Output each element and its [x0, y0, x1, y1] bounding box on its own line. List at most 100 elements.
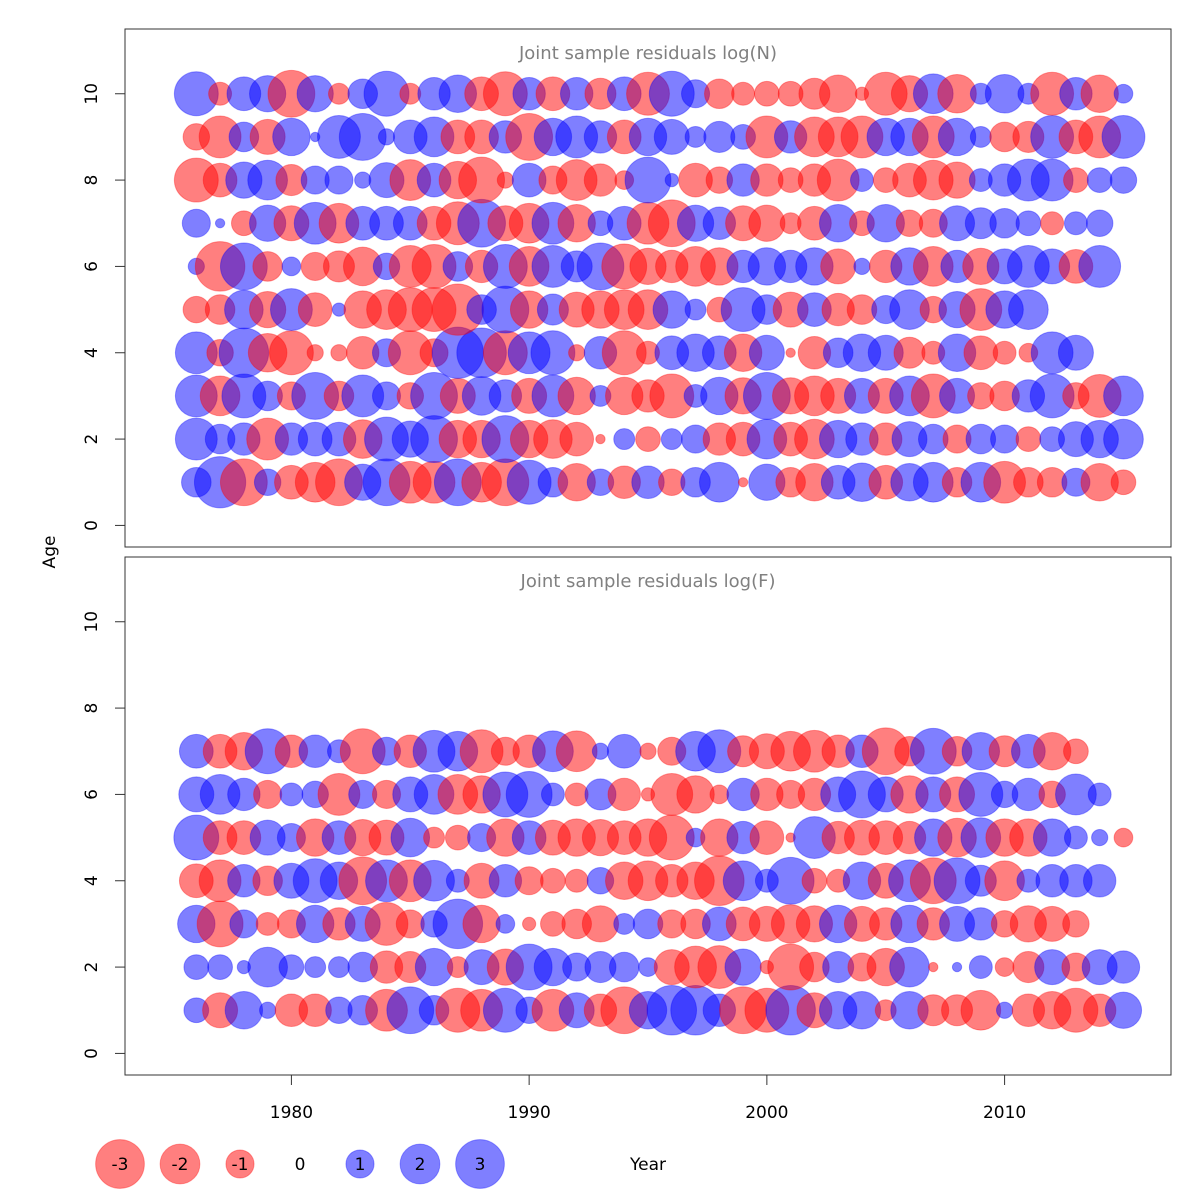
bubble-point	[581, 905, 620, 943]
bubble-point	[1113, 827, 1134, 848]
bubble-point	[698, 461, 740, 503]
bubble-point	[1063, 211, 1088, 236]
bubble-point	[324, 165, 354, 195]
bubble-point	[684, 125, 707, 148]
bubble-point	[928, 961, 939, 973]
bubble-point	[969, 125, 992, 148]
bubble-point	[306, 344, 324, 362]
bubble-point	[606, 733, 642, 769]
bubble-point	[496, 171, 514, 189]
bubble-point	[1087, 782, 1112, 807]
bubble-point	[676, 775, 715, 814]
bubble-point	[889, 946, 930, 988]
bubble-point	[330, 344, 348, 362]
bubble-point	[297, 292, 333, 327]
y-tick-label: 2	[82, 962, 102, 973]
bubble-point	[748, 204, 786, 242]
bubble-point	[1063, 825, 1088, 850]
bubble-point	[737, 477, 749, 488]
y-tick-label: 10	[82, 83, 102, 105]
bubble-point	[1082, 864, 1117, 898]
bubble-point	[639, 742, 657, 760]
bubble-point	[785, 347, 796, 358]
y-tick-label: 4	[82, 875, 102, 886]
bubble-point	[354, 171, 372, 189]
bubble-point	[540, 782, 565, 807]
bubble-point	[564, 868, 589, 893]
bubble-point	[1008, 289, 1049, 330]
bubble-point	[253, 779, 283, 809]
bubble-point	[1086, 167, 1113, 193]
y-tick-label: 6	[82, 789, 102, 800]
bubble-point	[709, 784, 730, 805]
bubble-point	[1106, 950, 1141, 984]
bubble-point	[653, 118, 690, 155]
bubble-point	[893, 336, 926, 369]
bubble-point	[960, 989, 1002, 1031]
bubble-point	[664, 172, 679, 188]
x-tick-label: 2010	[983, 1103, 1026, 1123]
bubble-point	[555, 730, 598, 773]
bubble-point	[298, 734, 332, 768]
bubble-point	[992, 340, 1017, 365]
bubble-point	[968, 955, 993, 980]
bubble-point	[849, 168, 874, 193]
bubble-point	[1040, 211, 1065, 236]
y-axis-label: Age	[40, 536, 60, 569]
legend-label: 2	[415, 1155, 426, 1175]
legend-bubble	[455, 1139, 505, 1189]
bubble-point	[327, 956, 350, 979]
panel-frame	[124, 28, 1172, 548]
bubble-point	[462, 904, 501, 944]
bubble-point	[1063, 167, 1089, 193]
bubble-point	[994, 957, 1015, 977]
bubble-point	[624, 156, 672, 204]
bubble-point	[1015, 426, 1042, 452]
bubble-point	[801, 867, 828, 894]
legend-label: -3	[112, 1155, 129, 1175]
bubble-point	[704, 78, 735, 110]
bubble-point	[514, 866, 544, 896]
bubble-point	[607, 777, 641, 812]
legend-bubble	[95, 1139, 145, 1189]
bubble-point	[703, 120, 736, 153]
bubble-point	[1063, 738, 1089, 765]
bubble-point	[568, 344, 586, 362]
x-tick-label: 1980	[270, 1103, 313, 1123]
bubble-point	[540, 867, 566, 894]
legend-bubble	[399, 1143, 441, 1185]
bubble-point	[990, 424, 1020, 454]
bubble-point	[1110, 469, 1137, 496]
x-tick-label: 2000	[745, 1103, 788, 1123]
bubble-point	[1104, 991, 1143, 1029]
bubble-point	[522, 916, 537, 932]
bubble-point	[444, 824, 471, 851]
bubble-point	[595, 433, 606, 445]
bubble-point	[214, 218, 226, 229]
bubble-point	[281, 256, 302, 277]
legend-label: 1	[355, 1155, 366, 1175]
bubble-point	[684, 298, 707, 321]
legend-bubble	[159, 1143, 201, 1185]
bubble-point	[207, 954, 233, 980]
bubble-point	[820, 248, 857, 285]
bubble-point	[1091, 828, 1109, 847]
bubble-point	[951, 961, 963, 973]
bubble-point	[1062, 910, 1090, 938]
y-tick-label: 4	[82, 347, 102, 358]
bubble-point	[278, 954, 305, 980]
legend-label: 3	[475, 1155, 486, 1175]
legend-bubble	[345, 1149, 375, 1179]
bubble-point	[613, 428, 636, 451]
bubble-point	[583, 163, 618, 197]
bubble-point	[371, 381, 402, 411]
bubble-point	[748, 334, 785, 371]
bubble-point	[724, 948, 762, 986]
bubble-point	[749, 820, 785, 855]
bubble-point	[613, 912, 636, 935]
bubble-point	[1113, 83, 1134, 104]
bubble-point	[818, 74, 858, 113]
y-tick-label: 0	[82, 1048, 102, 1059]
